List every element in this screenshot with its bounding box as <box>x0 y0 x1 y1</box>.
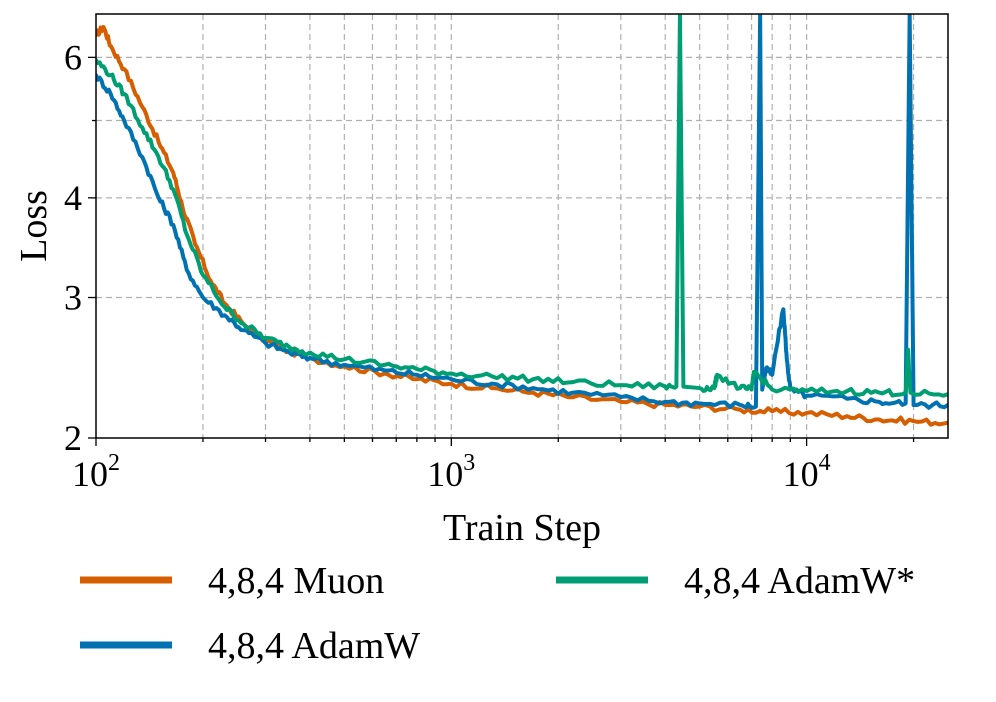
x-tick-label: 104 <box>783 450 831 494</box>
series-line-4-8-4-muon <box>96 24 948 427</box>
x-tick-base: 10 <box>427 454 463 494</box>
x-tick-base: 10 <box>783 454 819 494</box>
y-tick-label: 4 <box>64 178 82 218</box>
x-tick-label: 102 <box>72 450 120 494</box>
x-tick-exponent: 2 <box>108 450 120 476</box>
legend-label-adamw: 4,8,4 AdamW <box>208 625 420 667</box>
x-axis-label: Train Step <box>443 507 601 549</box>
y-tick-label: 6 <box>64 37 82 77</box>
legend: 4,8,4 Muon 4,8,4 AdamW 4,8,4 AdamW* <box>80 560 915 667</box>
grid-layer <box>96 14 948 438</box>
x-tick-exponent: 4 <box>819 450 831 476</box>
y-axis-label: Loss <box>13 190 55 262</box>
x-tick-label: 103 <box>427 450 475 494</box>
plot-frame <box>95 13 949 439</box>
series-layer <box>96 14 948 427</box>
series-line-4-8-4-adamw <box>96 14 948 398</box>
y-tick-label: 2 <box>64 418 82 458</box>
y-tick-label: 3 <box>64 278 82 318</box>
x-tick-exponent: 3 <box>463 450 475 476</box>
legend-label-adamw-star: 4,8,4 AdamW* <box>684 560 915 602</box>
series-line-4-8-4-adamw <box>96 14 948 410</box>
legend-label-muon: 4,8,4 Muon <box>208 560 384 602</box>
x-tick-base: 10 <box>72 454 108 494</box>
